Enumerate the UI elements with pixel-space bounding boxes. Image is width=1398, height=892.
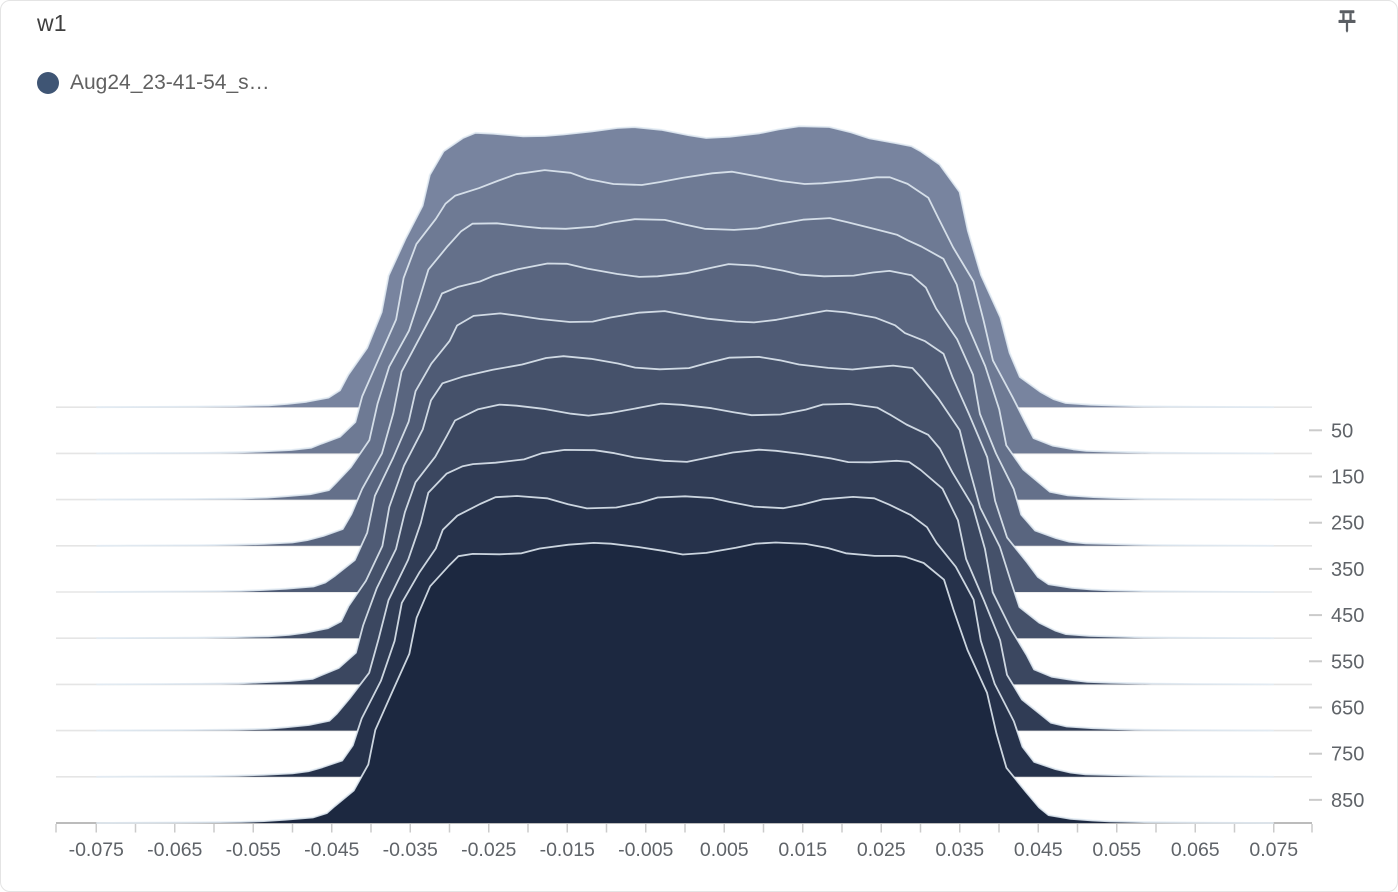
svg-text:550: 550 (1331, 651, 1364, 673)
run-color-dot (37, 72, 59, 94)
svg-text:0.045: 0.045 (1014, 839, 1063, 861)
svg-text:-0.075: -0.075 (69, 839, 124, 861)
legend: Aug24_23-41-54_s… (37, 71, 270, 95)
svg-text:650: 650 (1331, 698, 1364, 720)
svg-text:250: 250 (1331, 513, 1364, 535)
svg-text:-0.025: -0.025 (461, 839, 516, 861)
ridge-step-900 (96, 542, 1274, 823)
svg-text:-0.035: -0.035 (383, 839, 438, 861)
svg-text:850: 850 (1331, 790, 1364, 812)
pin-icon (1338, 9, 1356, 33)
ridges (96, 125, 1274, 824)
svg-text:0.035: 0.035 (935, 839, 984, 861)
svg-text:-0.055: -0.055 (226, 839, 281, 861)
svg-text:350: 350 (1331, 559, 1364, 581)
svg-text:-0.015: -0.015 (540, 839, 595, 861)
svg-text:0.055: 0.055 (1092, 839, 1141, 861)
svg-text:-0.045: -0.045 (304, 839, 359, 861)
svg-text:750: 750 (1331, 744, 1364, 766)
svg-text:0.065: 0.065 (1171, 839, 1220, 861)
svg-text:150: 150 (1331, 467, 1364, 489)
svg-text:-0.005: -0.005 (618, 839, 673, 861)
run-name-label: Aug24_23-41-54_s… (70, 71, 270, 94)
card-title: w1 (37, 10, 67, 36)
svg-text:450: 450 (1331, 605, 1364, 627)
svg-text:0.025: 0.025 (857, 839, 906, 861)
svg-text:0.075: 0.075 (1249, 839, 1298, 861)
x-axis: -0.075 -0.065 -0.055 -0.045 -0.035 -0.025 -0.0… (55, 824, 1313, 861)
step-axis: 50 150 250 350 450 550 650 750 850 (1309, 420, 1364, 812)
svg-text:-0.065: -0.065 (147, 839, 202, 861)
svg-text:50: 50 (1331, 420, 1353, 442)
svg-text:0.005: 0.005 (700, 839, 749, 861)
pin-card-button[interactable] (1325, 3, 1369, 47)
svg-text:0.015: 0.015 (778, 839, 827, 861)
